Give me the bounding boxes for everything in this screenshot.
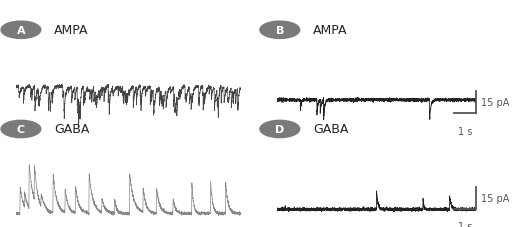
Text: GABA: GABA <box>54 123 89 136</box>
Text: D: D <box>275 124 285 134</box>
Text: AMPA: AMPA <box>54 24 88 37</box>
Text: 15 pA: 15 pA <box>481 98 509 108</box>
Text: A: A <box>17 26 25 36</box>
Text: 1 s: 1 s <box>458 221 472 227</box>
Text: 1 s: 1 s <box>458 126 472 136</box>
Text: AMPA: AMPA <box>313 24 347 37</box>
Text: 15 pA: 15 pA <box>481 193 509 203</box>
Text: GABA: GABA <box>313 123 348 136</box>
Text: C: C <box>17 124 25 134</box>
Text: B: B <box>276 26 284 36</box>
